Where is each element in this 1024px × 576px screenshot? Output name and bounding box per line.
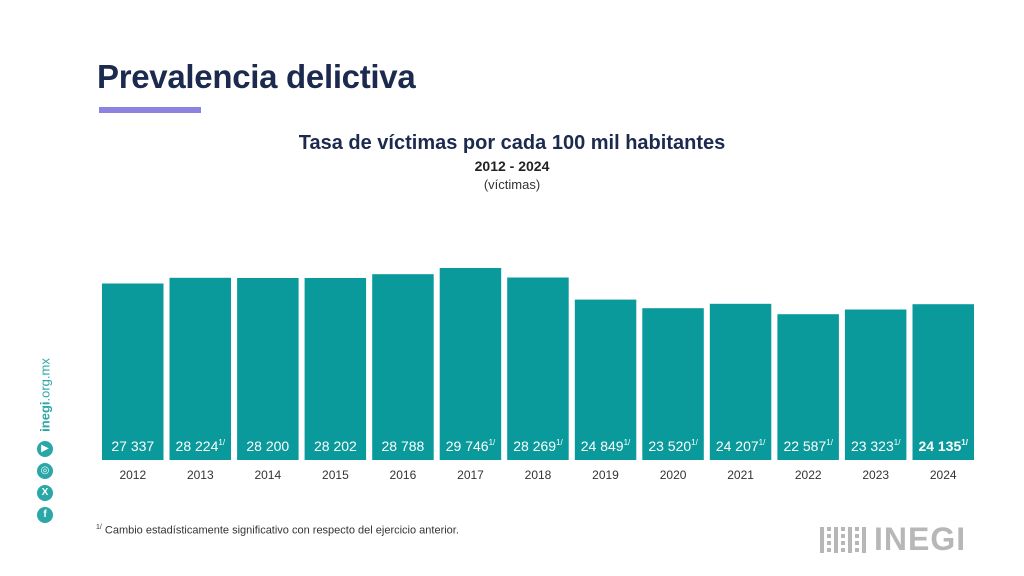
footnote-text: Cambio estadísticamente significativo co… <box>101 524 459 537</box>
bar-value-label: 24 8491/ <box>581 438 631 454</box>
x-tick-label: 2024 <box>930 468 957 482</box>
bar-value-label: 27 337 <box>111 438 154 454</box>
chart-subtitle: 2012 - 2024 <box>474 158 550 174</box>
x-tick-label: 2014 <box>254 468 281 482</box>
chart-title: Tasa de víctimas por cada 100 mil habita… <box>298 132 726 154</box>
x-tick-label: 2015 <box>322 468 349 482</box>
x-tick-label: 2016 <box>390 468 417 482</box>
page-title: Prevalencia delictiva <box>97 58 416 95</box>
footnote-mark: 1/ <box>96 524 102 531</box>
bar-2014 <box>237 278 299 460</box>
bar-2023 <box>844 309 907 460</box>
bar-value-label: 24 1351/ <box>918 438 968 454</box>
inegi-logo-mark-icon <box>820 526 866 553</box>
bar-2020 <box>642 308 704 460</box>
x-tick-label: 2021 <box>727 468 754 482</box>
x-tick-label: 2019 <box>592 468 619 482</box>
x-tick-label: 2020 <box>660 468 687 482</box>
facebook-icon[interactable]: f <box>37 507 53 523</box>
logo-text: INEGI <box>874 521 967 557</box>
bar-2021 <box>709 303 772 460</box>
bar-value-label: 24 2071/ <box>716 438 766 454</box>
title-underline <box>99 107 201 113</box>
bar-2022 <box>777 314 839 460</box>
bar-2019 <box>574 299 637 460</box>
chart-unit: (víctimas) <box>483 177 541 192</box>
bar-2012 <box>102 283 164 460</box>
bar-value-label: 29 7461/ <box>446 438 496 454</box>
x-tick-label: 2023 <box>862 468 889 482</box>
youtube-icon[interactable]: ▶ <box>37 441 53 457</box>
bar-value-label: 28 2241/ <box>176 438 226 454</box>
bar-2016 <box>372 274 434 460</box>
x-tick-label: 2013 <box>187 468 214 482</box>
bar-2015 <box>304 278 367 460</box>
x-tick-label: 2017 <box>457 468 484 482</box>
bar-value-label: 28 788 <box>381 438 424 454</box>
site-url[interactable]: inegi.org.mx <box>37 358 53 432</box>
bar-2018 <box>507 277 569 460</box>
x-tick-label: 2012 <box>119 468 146 482</box>
x-tick-label: 2018 <box>525 468 552 482</box>
bar-2013 <box>169 277 231 460</box>
instagram-icon[interactable]: ◎ <box>37 463 53 479</box>
bar-value-label: 28 202 <box>314 438 357 454</box>
bar-value-label: 23 3231/ <box>851 438 901 454</box>
footnote: 1/ Cambio estadísticamente significativo… <box>96 524 459 537</box>
bar-value-label: 28 200 <box>246 438 289 454</box>
bar-value-label: 23 5201/ <box>648 438 698 454</box>
bar-2017 <box>439 268 502 460</box>
x-tick-label: 2022 <box>795 468 822 482</box>
inegi-logo: INEGI <box>820 521 966 558</box>
bar-value-label: 22 5871/ <box>783 438 833 454</box>
x-icon[interactable]: X <box>37 485 53 501</box>
bar-value-label: 28 2691/ <box>513 438 563 454</box>
bar-2024 <box>912 304 974 460</box>
